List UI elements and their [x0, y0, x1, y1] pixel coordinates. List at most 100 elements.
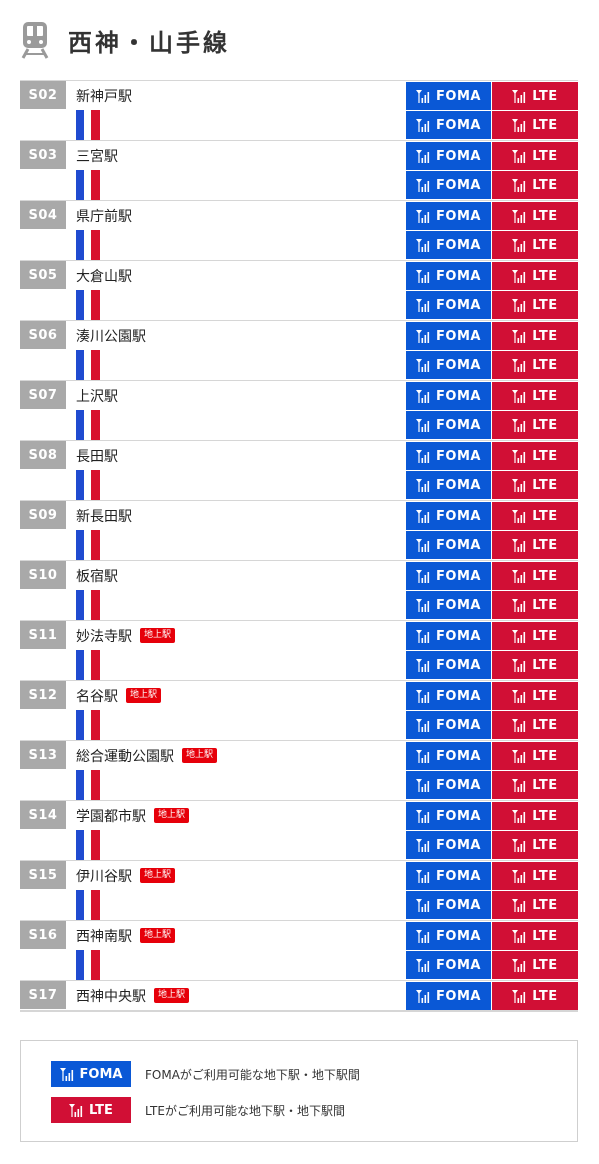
foma-label: FOMA [436, 988, 481, 1004]
antenna-icon [416, 269, 430, 283]
station-code: S15 [20, 861, 66, 889]
station-name-wrap: 長田駅 [76, 441, 118, 470]
line-bar-blue [76, 410, 84, 440]
station-name-wrap: 湊川公園駅 [76, 321, 146, 350]
antenna-icon [512, 809, 526, 823]
page-title: 西神・山手線 [68, 28, 230, 57]
line-bar-red [91, 530, 100, 560]
antenna-icon [512, 598, 526, 612]
foma-label: FOMA [436, 597, 481, 613]
foma-label: FOMA [436, 868, 481, 884]
foma-label: FOMA [436, 957, 481, 973]
line-bar-red [91, 590, 100, 620]
lte-label: LTE [532, 357, 558, 373]
antenna-icon [59, 1067, 73, 1081]
station-name: 上沢駅 [76, 388, 118, 405]
station-code: S07 [20, 381, 66, 409]
station-name-wrap: 新神戸駅 [76, 81, 132, 110]
lte-label: LTE [532, 928, 558, 944]
station-code: S10 [20, 561, 66, 589]
antenna-icon [416, 629, 430, 643]
antenna-icon [512, 209, 526, 223]
lte-label: LTE [532, 957, 558, 973]
station-row: S10 板宿駅 FOMA LTE [20, 560, 578, 590]
station-row: S13 総合運動公園駅 地上駅 FOMA LTE [20, 740, 578, 770]
lte-badge: LTE [492, 951, 578, 979]
lte-label: LTE [532, 688, 558, 704]
foma-label: FOMA [436, 477, 481, 493]
station-name: 三宮駅 [76, 148, 118, 165]
station-name-wrap: 大倉山駅 [76, 261, 132, 290]
lte-badge: LTE [492, 891, 578, 919]
station-code: S16 [20, 921, 66, 949]
station-name-wrap: 妙法寺駅 地上駅 [76, 621, 176, 650]
lte-label: LTE [532, 568, 558, 584]
line-bar-blue [76, 590, 84, 620]
foma-badge: FOMA [406, 82, 491, 110]
foma-badge: FOMA [406, 742, 491, 770]
lte-label: LTE [532, 268, 558, 284]
foma-label: FOMA [436, 357, 481, 373]
station-row: S05 大倉山駅 FOMA LTE [20, 260, 578, 290]
antenna-icon [416, 178, 430, 192]
lte-label: LTE [532, 748, 558, 764]
foma-badge: FOMA [406, 771, 491, 799]
antenna-icon [512, 149, 526, 163]
antenna-icon [416, 478, 430, 492]
antenna-icon [512, 238, 526, 252]
lte-label: LTE [532, 808, 558, 824]
station-code: S11 [20, 621, 66, 649]
line-bar-blue [76, 770, 84, 800]
train-icon [21, 22, 49, 59]
station-name-wrap: 三宮駅 [76, 141, 118, 170]
foma-badge: FOMA [406, 202, 491, 230]
above-ground-badge: 地上駅 [154, 808, 190, 823]
station-name-wrap: 学園都市駅 地上駅 [76, 801, 190, 830]
line-bar-blue [76, 650, 84, 680]
foma-badge: FOMA [406, 622, 491, 650]
station-code: S03 [20, 141, 66, 169]
antenna-icon [512, 298, 526, 312]
foma-label: FOMA [436, 297, 481, 313]
lte-badge: LTE [492, 231, 578, 259]
line-bar-red [91, 170, 100, 200]
foma-label: FOMA [436, 148, 481, 164]
lte-label: LTE [532, 297, 558, 313]
foma-label: FOMA [436, 777, 481, 793]
line-bar-blue [76, 710, 84, 740]
antenna-icon [512, 838, 526, 852]
station-name: 県庁前駅 [76, 208, 132, 225]
foma-label: FOMA [436, 177, 481, 193]
antenna-icon [512, 749, 526, 763]
lte-badge: LTE [492, 202, 578, 230]
antenna-icon [416, 718, 430, 732]
legend-item-foma: FOMA FOMAがご利用可能な地下駅・地下駅間 [51, 1061, 360, 1087]
antenna-icon [512, 449, 526, 463]
foma-badge: FOMA [406, 262, 491, 290]
lte-badge: LTE [492, 742, 578, 770]
antenna-icon [512, 629, 526, 643]
antenna-icon [416, 418, 430, 432]
legend-foma-label: FOMA [79, 1066, 123, 1082]
page-header: 西神・山手線 [20, 20, 230, 60]
antenna-icon [416, 329, 430, 343]
legend-lte-label: LTE [89, 1102, 113, 1118]
station-code: S05 [20, 261, 66, 289]
lte-badge: LTE [492, 651, 578, 679]
line-bar-red [91, 350, 100, 380]
lte-badge: LTE [492, 411, 578, 439]
lte-label: LTE [532, 868, 558, 884]
foma-badge: FOMA [406, 651, 491, 679]
segment-row: FOMA LTE [20, 290, 578, 320]
foma-badge: FOMA [406, 502, 491, 530]
segment-row: FOMA LTE [20, 890, 578, 920]
antenna-icon [416, 358, 430, 372]
foma-label: FOMA [436, 717, 481, 733]
foma-badge: FOMA [406, 831, 491, 859]
segment-row: FOMA LTE [20, 110, 578, 140]
antenna-icon [512, 569, 526, 583]
foma-badge: FOMA [406, 922, 491, 950]
lte-label: LTE [532, 837, 558, 853]
antenna-icon [416, 449, 430, 463]
foma-label: FOMA [436, 628, 481, 644]
